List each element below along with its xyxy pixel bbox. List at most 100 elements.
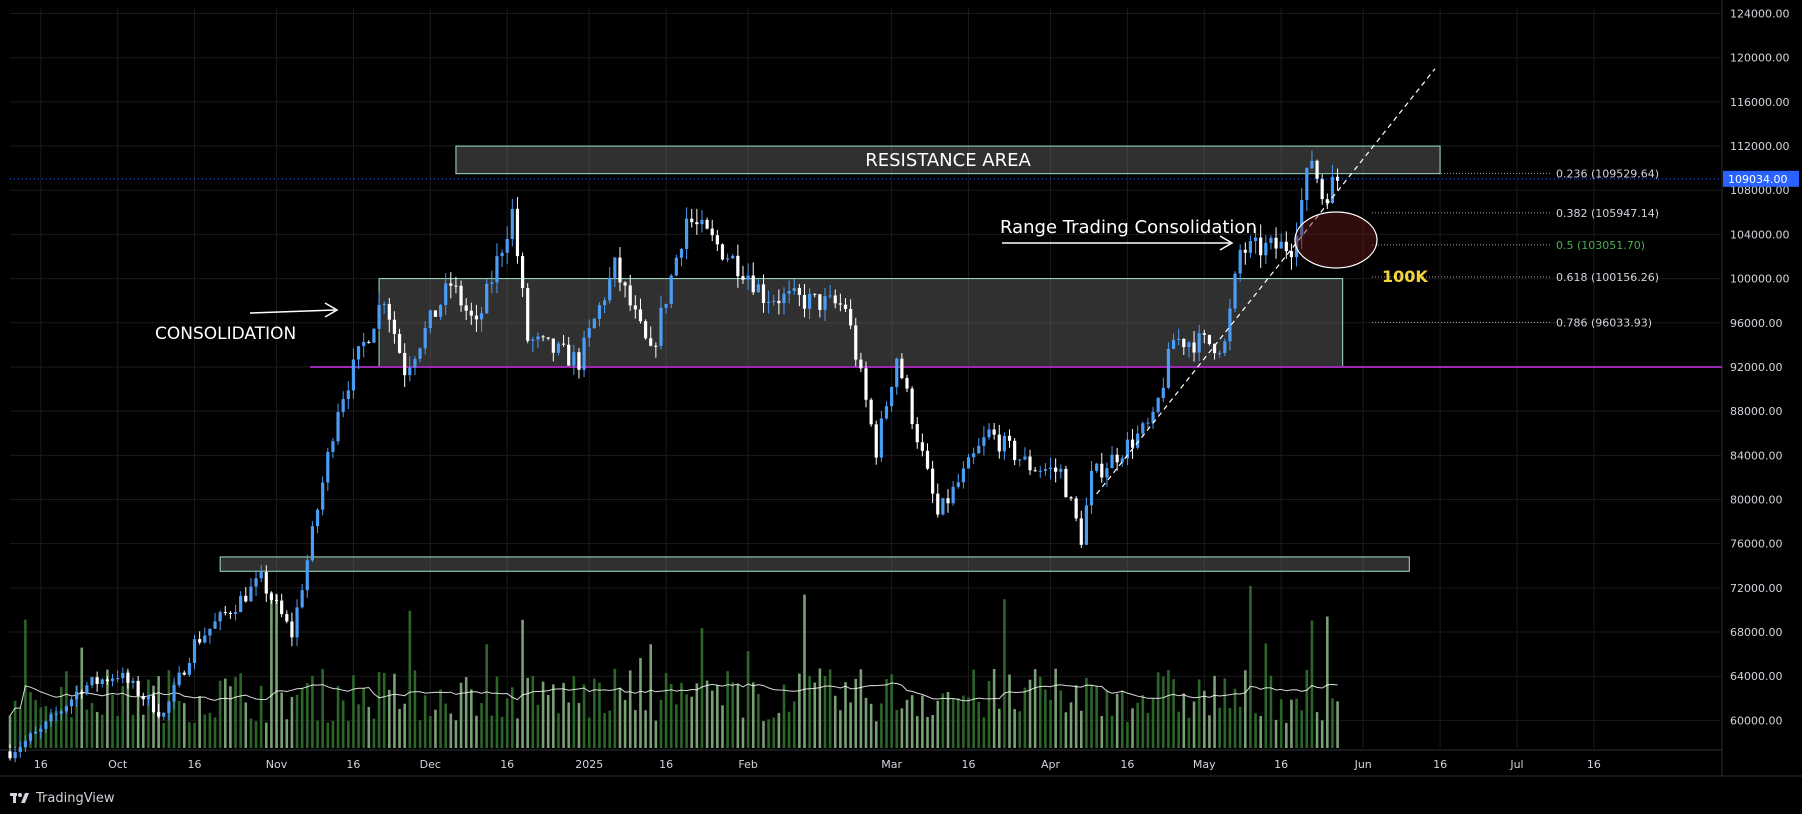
volume-bar [459, 682, 463, 748]
candle-body [474, 315, 479, 320]
volume-bar [1136, 702, 1139, 748]
volume-bar [511, 687, 514, 748]
candle-body [1069, 497, 1073, 499]
volume-bar [552, 684, 555, 748]
candle-body [346, 390, 350, 400]
candle-body [100, 679, 104, 684]
candle-body [1028, 456, 1032, 471]
candle-body [1115, 454, 1119, 463]
candle-body [141, 695, 145, 700]
volume-bar [398, 708, 401, 748]
volume-bar [1279, 699, 1283, 748]
volume-bar [1033, 669, 1037, 748]
candle-body [233, 612, 238, 614]
candle-body [1146, 422, 1150, 424]
candle-body [1100, 463, 1104, 478]
candle-body [1084, 505, 1089, 545]
candle-body [392, 319, 397, 334]
candle-body [705, 219, 709, 229]
candle-body [1274, 237, 1278, 249]
volume-bar [736, 684, 740, 748]
volume-bar [1110, 715, 1114, 748]
volume-bar [946, 691, 950, 748]
candle-body [34, 731, 38, 734]
volume-bar [726, 671, 729, 748]
volume-bar [1008, 674, 1011, 748]
candle-body [1120, 458, 1124, 463]
volume-bar [208, 712, 212, 748]
volume-bar [1141, 694, 1145, 748]
candle-body [218, 612, 222, 622]
candle-body [664, 303, 668, 308]
volume-bar [126, 671, 130, 748]
candle-body [310, 526, 315, 561]
volume-bar [285, 719, 289, 748]
candle-body [136, 680, 140, 696]
candle-body [833, 295, 837, 304]
candle-body [526, 288, 530, 341]
volume-bar [915, 716, 919, 748]
volume-bar [382, 673, 386, 748]
candle-body [244, 595, 248, 602]
candle-body [331, 441, 335, 452]
volume-bar [813, 682, 817, 748]
candle-body [643, 321, 648, 339]
volume-bar [336, 685, 340, 748]
volume-bar [587, 717, 591, 748]
volume-bar [1213, 675, 1216, 748]
price-tick-label: 112000.00 [1730, 140, 1790, 153]
candle-body [597, 305, 602, 319]
candle-body [802, 294, 807, 309]
volume-bar [664, 673, 668, 748]
volume-bar [716, 685, 719, 748]
volume-bar [290, 696, 294, 748]
price-tick-label: 96000.00 [1730, 317, 1783, 330]
candle-body [633, 305, 637, 310]
candle-body [997, 434, 1001, 452]
volume-bar [1182, 693, 1186, 748]
volume-bar [557, 713, 560, 748]
candle-body [1300, 200, 1304, 236]
candle-body [305, 560, 309, 591]
volume-bar [890, 674, 893, 748]
candle-body [90, 677, 94, 686]
price-tick-label: 100000.00 [1730, 273, 1790, 286]
candle-body [182, 672, 186, 675]
candle-body [464, 305, 468, 311]
volume-bar [429, 716, 432, 748]
volume-bar [762, 721, 765, 748]
volume-bar [1233, 688, 1237, 748]
price-tick-label: 68000.00 [1730, 626, 1783, 639]
volume-bar [880, 703, 883, 748]
volume-bar [900, 708, 904, 748]
candle-body [485, 283, 489, 314]
volume-bar [495, 676, 499, 748]
volume-bar [803, 594, 806, 748]
volume-bar [731, 682, 735, 748]
candle-body [931, 468, 935, 494]
volume-bar [1197, 679, 1201, 748]
candle-body [505, 238, 509, 253]
volume-bar [423, 695, 427, 748]
volume-bar [516, 718, 519, 748]
volume-bar [254, 721, 258, 748]
price-tick-label: 76000.00 [1730, 538, 1783, 551]
candle-body [895, 358, 899, 388]
candle-body [1207, 334, 1212, 344]
volume-bar [608, 710, 612, 748]
candle-body [551, 338, 555, 353]
candle-body [1156, 397, 1160, 412]
volume-bar [1074, 685, 1078, 748]
price-tick-label: 72000.00 [1730, 582, 1783, 595]
price-tick-label: 60000.00 [1730, 714, 1783, 727]
candle-body [700, 219, 704, 225]
candle-body [920, 442, 924, 451]
volume-bar [8, 715, 12, 748]
volume-bar [223, 678, 227, 748]
volume-bar [270, 591, 273, 748]
volume-bar [644, 710, 647, 748]
volume-bar [54, 710, 58, 748]
time-tick-label: 16 [1587, 758, 1601, 771]
candle-body [1054, 467, 1058, 472]
